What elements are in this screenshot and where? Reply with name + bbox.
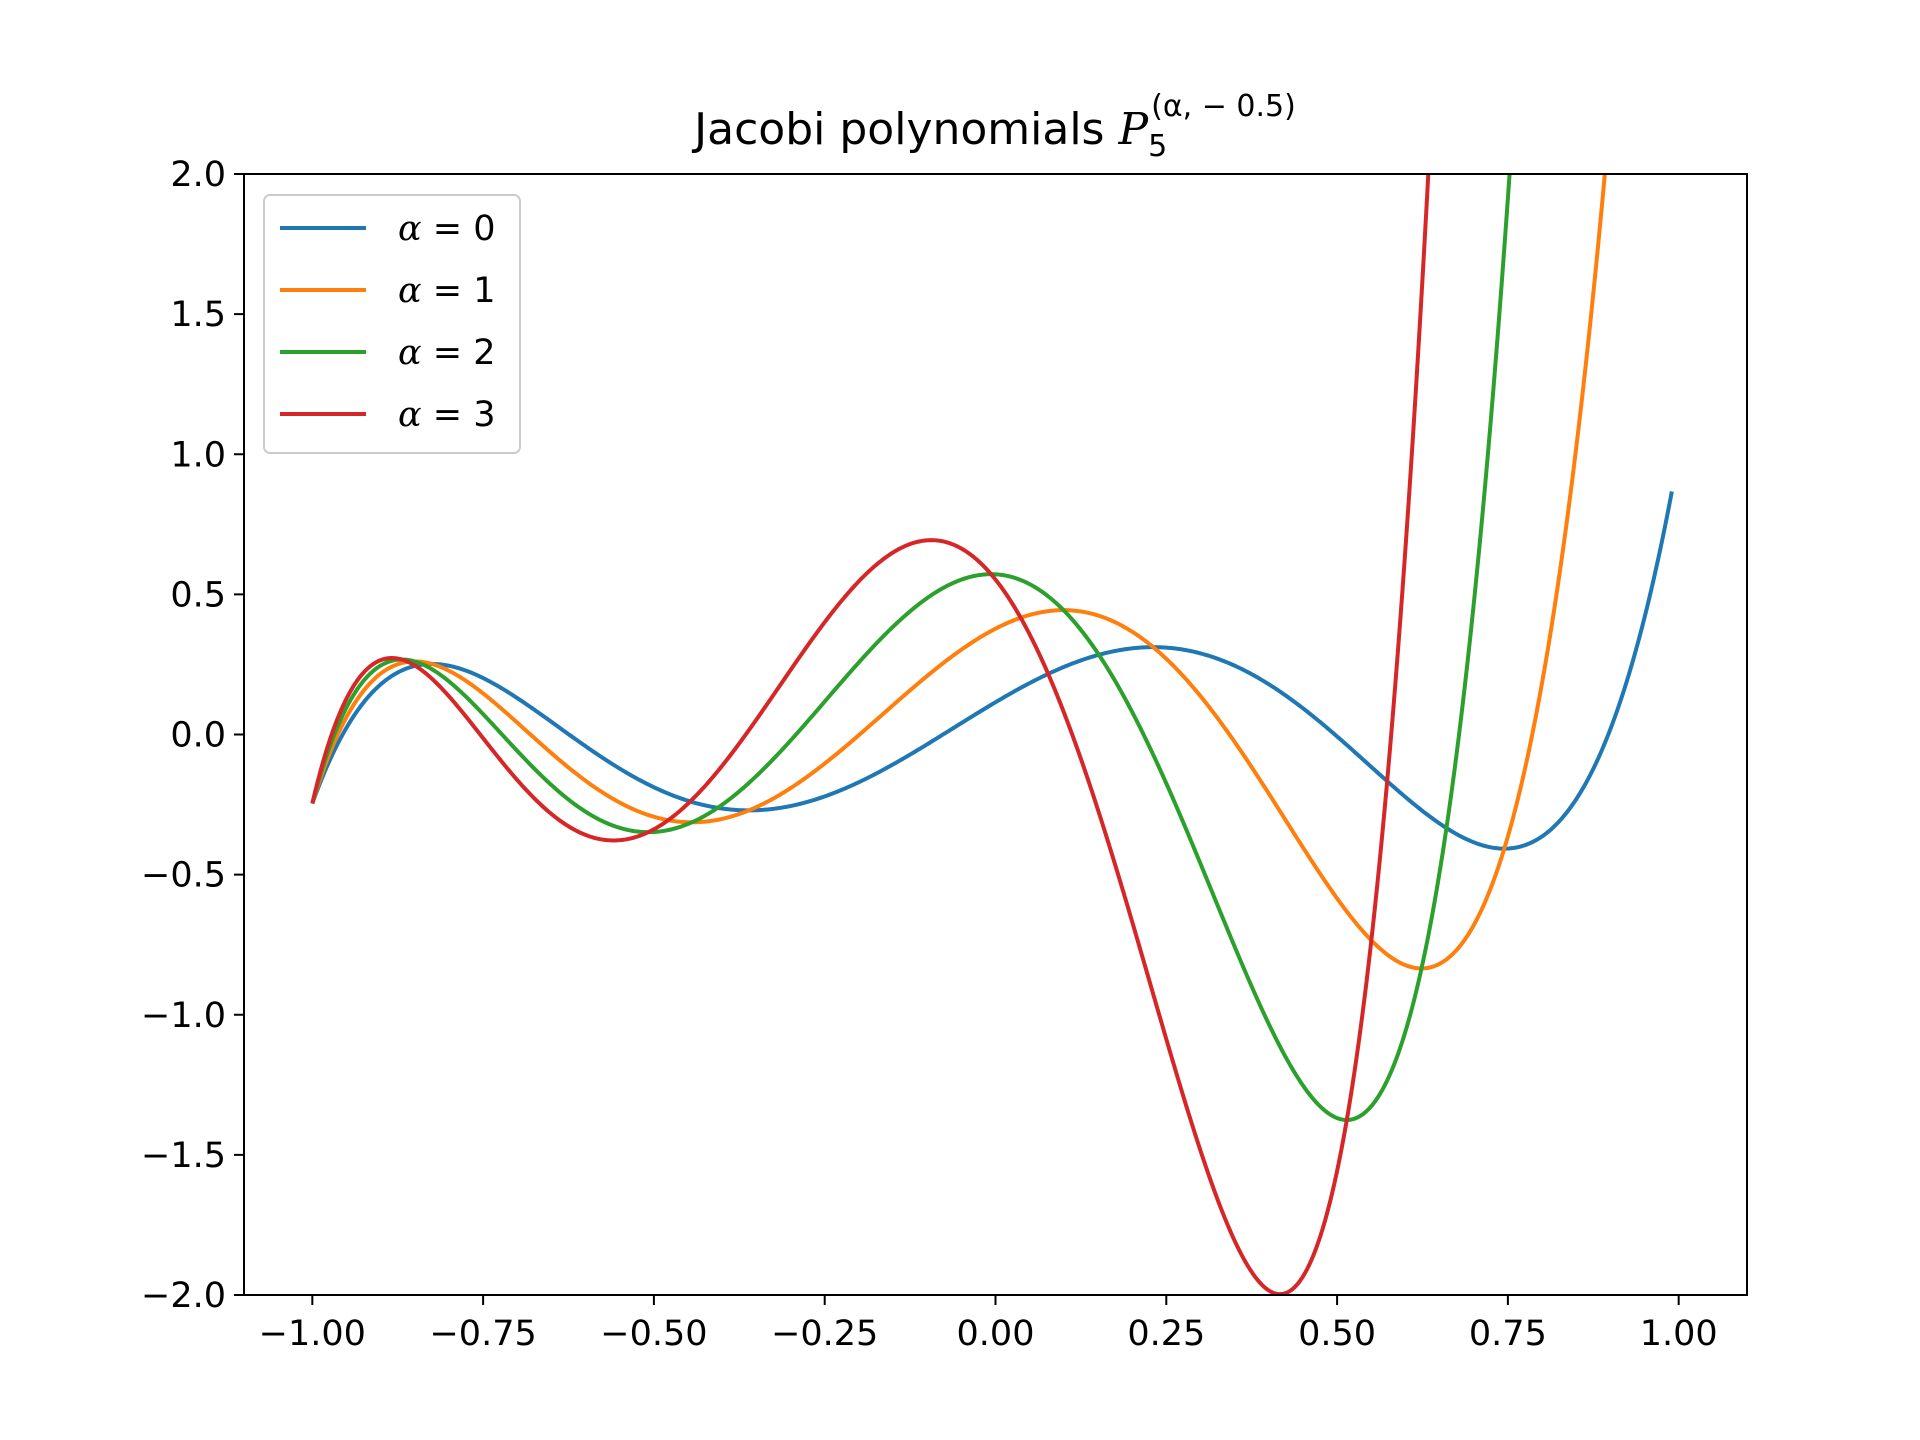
legend-label-alpha-0: α = 0 [398, 209, 496, 249]
series-line-alpha-3 [310, 174, 1431, 1295]
chart-title-subscript: 5 [1148, 129, 1167, 164]
y-tick-label: −2.0 [141, 1276, 226, 1316]
x-tick-label: −0.25 [771, 1314, 878, 1354]
chart-title-main: Jacobi polynomials [691, 104, 1118, 155]
y-tick-label: −1.5 [141, 1136, 226, 1176]
x-tick-label: 0.00 [957, 1314, 1035, 1354]
y-tick-label: 0.0 [170, 716, 226, 756]
y-tick-label: 2.0 [170, 155, 226, 195]
legend-frame [263, 194, 521, 454]
series-line-alpha-1 [310, 174, 1607, 971]
y-tick-label: −1.0 [141, 996, 226, 1036]
y-axis: −2.0 −1.5 −1.0 −0.5 0.0 0.5 1.0 1.5 2.0 [141, 155, 244, 1316]
legend-label-alpha-3: α = 3 [398, 395, 496, 435]
x-tick-label: 0.25 [1127, 1314, 1205, 1354]
x-tick-label: −1.00 [259, 1314, 366, 1354]
chart-title-superscript: (α, − 0.5) [1151, 89, 1296, 124]
y-tick-label: −0.5 [141, 856, 226, 896]
x-tick-label: 0.75 [1469, 1314, 1547, 1354]
x-axis: −1.00 −0.75 −0.50 −0.25 0.00 0.25 0.50 0.75 1.00 [259, 1295, 1718, 1354]
chart-title-symbol: P [1117, 104, 1149, 155]
legend: α = 0 α = 1 α = 2 α = 3 [263, 194, 521, 454]
series-layer [310, 174, 1674, 1295]
y-tick-label: 1.5 [170, 295, 226, 335]
x-tick-label: 1.00 [1640, 1314, 1718, 1354]
y-tick-label: 0.5 [170, 575, 226, 615]
series-line-alpha-2 [310, 174, 1512, 1122]
x-tick-label: 0.50 [1298, 1314, 1376, 1354]
y-tick-label: 1.0 [170, 435, 226, 475]
x-tick-label: −0.75 [429, 1314, 536, 1354]
chart-title: Jacobi polynomials P5 (α, − 0.5) [691, 89, 1296, 164]
legend-label-alpha-2: α = 2 [398, 333, 496, 373]
legend-label-alpha-1: α = 1 [398, 271, 496, 311]
x-tick-label: −0.50 [600, 1314, 707, 1354]
